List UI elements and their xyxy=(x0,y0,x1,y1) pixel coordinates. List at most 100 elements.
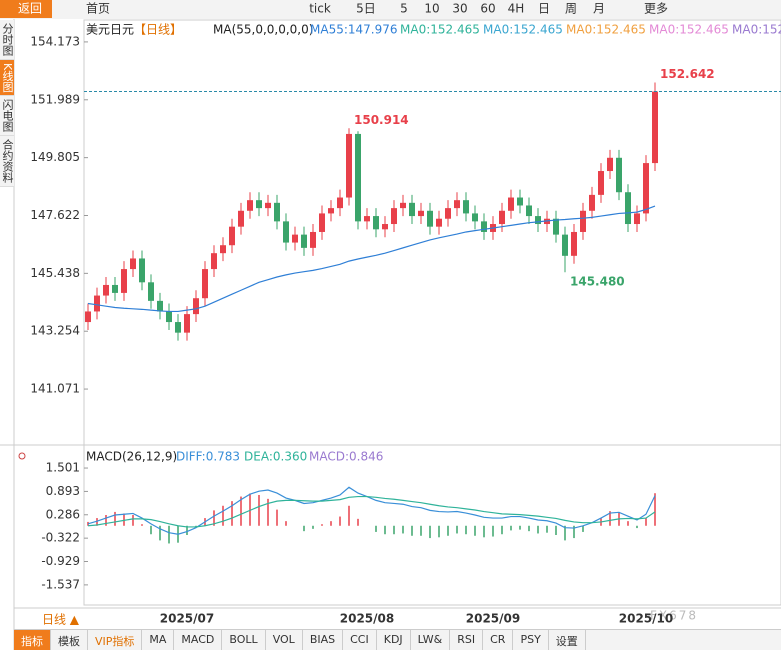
candle-body xyxy=(202,269,208,299)
candle-body xyxy=(148,282,154,301)
toolbar xyxy=(0,0,781,19)
candle-body xyxy=(328,208,334,214)
legend-item: DEA:0.360 xyxy=(244,450,307,464)
candle-body xyxy=(121,269,127,293)
toolbar-item[interactable]: tick xyxy=(309,2,331,16)
line xyxy=(87,486,656,535)
y-tick-label: -0.322 xyxy=(41,531,80,545)
tab[interactable]: 指标 xyxy=(14,630,51,650)
y-tick-label: 143.254 xyxy=(30,324,80,338)
tabs: 指标 模板 VIP指标 MA MACD BOLL VOL BIAS CCI KDJ LW& RSI CR… xyxy=(14,629,781,650)
candle-body xyxy=(517,197,523,206)
candle-body xyxy=(643,163,649,214)
tab[interactable]: VIP指标 xyxy=(88,630,143,650)
y-tick-label: 145.438 xyxy=(30,266,80,280)
high-label: 152.642 xyxy=(660,67,715,81)
legend-item: MA55:147.976 xyxy=(310,23,398,37)
toolbar-item[interactable]: 5日 xyxy=(356,2,376,16)
candle-body xyxy=(499,210,505,225)
candle-body xyxy=(265,202,271,209)
tab[interactable]: CCI xyxy=(343,630,377,650)
candle-body xyxy=(337,197,343,209)
toolbar-item[interactable]: 60 xyxy=(480,2,495,16)
tab[interactable]: MA xyxy=(142,630,175,650)
tab[interactable]: PSY xyxy=(513,630,549,650)
candle-body xyxy=(229,226,235,246)
tab[interactable]: MACD xyxy=(174,630,223,650)
toolbar-item[interactable]: 4H xyxy=(508,2,525,16)
candle-body xyxy=(364,216,370,222)
toolbar-item[interactable]: 10 xyxy=(424,2,439,16)
tab[interactable]: 模板 xyxy=(51,630,88,650)
x-tick-label: 2025/07 xyxy=(160,612,214,626)
y-tick-label: 154.173 xyxy=(30,34,80,48)
plot-frame xyxy=(83,19,781,606)
candle-body xyxy=(445,208,451,219)
candle-body xyxy=(238,210,244,227)
toolbar-item[interactable]: 返回 xyxy=(18,2,42,16)
candle-body xyxy=(580,210,586,232)
sidebar-item[interactable]: 分时图 xyxy=(0,20,14,60)
y-tick-label: 147.622 xyxy=(30,208,80,222)
low-label: 145.480 xyxy=(570,275,625,289)
tab[interactable]: RSI xyxy=(450,630,484,650)
candle-body xyxy=(220,245,226,254)
candle-body xyxy=(553,218,559,235)
tab[interactable]: CR xyxy=(483,630,514,650)
sidebar-item[interactable]: 合约资料 xyxy=(0,136,14,188)
candle-body xyxy=(292,234,298,243)
period: 【日线】 xyxy=(134,23,182,37)
candle-body xyxy=(400,202,406,209)
x-tick-label: 2025/09 xyxy=(466,612,520,626)
candle-body xyxy=(589,194,595,211)
y-tick-label: -0.929 xyxy=(41,554,80,568)
candle-body xyxy=(607,157,613,172)
candle-body xyxy=(166,311,172,323)
y-tick-label: -1.537 xyxy=(41,577,80,591)
x-tick-label: 2025/10 xyxy=(619,612,673,626)
x-tick-label: 2025/08 xyxy=(340,612,394,626)
candle-body xyxy=(616,157,622,193)
candle-body xyxy=(184,314,190,333)
tab[interactable]: KDJ xyxy=(377,630,411,650)
tab[interactable]: LW& xyxy=(411,630,451,650)
candle-body xyxy=(373,216,379,230)
legend-item: MA0:152.465 xyxy=(566,23,646,37)
y-tick-label: 1.501 xyxy=(46,461,80,475)
candle-body xyxy=(571,231,577,256)
candle-body xyxy=(139,258,145,283)
candle-body xyxy=(283,221,289,243)
indicator: MACD(26,12,9) xyxy=(86,450,177,464)
line xyxy=(87,205,656,313)
legend-item: MA0:152.465 xyxy=(483,23,563,37)
period-button[interactable]: 日线 ▲ xyxy=(42,613,80,627)
tab[interactable]: VOL xyxy=(266,630,303,650)
candle-body xyxy=(481,221,487,232)
macd-icon xyxy=(18,452,26,460)
sidebar-item[interactable]: 闪电图 xyxy=(0,96,14,137)
toolbar-item[interactable]: 首页 xyxy=(86,2,110,16)
back-button[interactable] xyxy=(0,0,52,18)
y-tick-label: 151.989 xyxy=(30,92,80,106)
candle-body xyxy=(301,234,307,248)
toolbar-item[interactable]: 更多 xyxy=(644,2,668,16)
candle-body xyxy=(634,213,640,225)
candle-body xyxy=(211,253,217,270)
sidebar: 分时图 K线图 闪电图 合约资料 xyxy=(0,20,14,188)
toolbar-item[interactable]: 5 xyxy=(400,2,408,16)
y-tick-label: 0.893 xyxy=(46,484,80,498)
candle-body xyxy=(175,322,181,333)
high-label: 150.914 xyxy=(354,113,409,127)
toolbar-item[interactable]: 30 xyxy=(452,2,467,16)
toolbar-item[interactable]: 周 xyxy=(565,2,577,16)
toolbar-item[interactable]: 日 xyxy=(538,2,550,16)
toolbar-item[interactable]: 月 xyxy=(593,2,605,16)
candle-body xyxy=(355,133,361,222)
candle-body xyxy=(391,208,397,225)
tab[interactable]: 设置 xyxy=(549,630,586,650)
tab[interactable]: BOLL xyxy=(222,630,266,650)
sidebar-item[interactable]: K线图 xyxy=(0,60,14,97)
tab[interactable]: BIAS xyxy=(303,630,344,650)
legend-item: MA0:152.465 xyxy=(400,23,480,37)
